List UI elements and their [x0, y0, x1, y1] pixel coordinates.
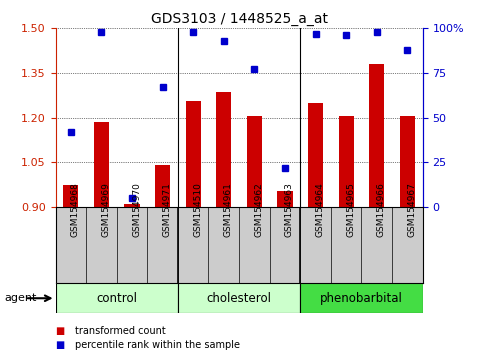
- Bar: [94, 122, 109, 207]
- Bar: [155, 165, 170, 207]
- Bar: [247, 116, 262, 207]
- Bar: [178, 283, 300, 313]
- Text: GSM154968: GSM154968: [71, 182, 80, 237]
- Text: ■: ■: [56, 340, 65, 350]
- Text: agent: agent: [5, 293, 37, 303]
- Text: GSM154964: GSM154964: [315, 182, 325, 237]
- Bar: [56, 283, 178, 313]
- Bar: [277, 191, 293, 207]
- Bar: [125, 204, 140, 207]
- Bar: [300, 283, 423, 313]
- Text: GSM154965: GSM154965: [346, 182, 355, 237]
- Bar: [308, 103, 323, 207]
- Text: GSM154966: GSM154966: [377, 182, 386, 237]
- Text: GSM154967: GSM154967: [407, 182, 416, 237]
- Text: GSM154970: GSM154970: [132, 182, 141, 237]
- Text: GSM154971: GSM154971: [163, 182, 171, 237]
- Title: GDS3103 / 1448525_a_at: GDS3103 / 1448525_a_at: [151, 12, 327, 26]
- Bar: [63, 185, 78, 207]
- Text: control: control: [96, 292, 137, 305]
- Text: cholesterol: cholesterol: [207, 292, 271, 305]
- Bar: [369, 64, 384, 207]
- Bar: [400, 116, 415, 207]
- Text: GSM154962: GSM154962: [255, 182, 263, 237]
- Text: transformed count: transformed count: [75, 326, 166, 336]
- Bar: [216, 92, 231, 207]
- Text: GSM154963: GSM154963: [285, 182, 294, 237]
- Text: ■: ■: [56, 326, 65, 336]
- Text: phenobarbital: phenobarbital: [320, 292, 403, 305]
- Text: GSM154969: GSM154969: [101, 182, 111, 237]
- Text: GSM154510: GSM154510: [193, 182, 202, 237]
- Bar: [339, 116, 354, 207]
- Text: GSM154961: GSM154961: [224, 182, 233, 237]
- Text: percentile rank within the sample: percentile rank within the sample: [75, 340, 240, 350]
- Bar: [185, 101, 201, 207]
